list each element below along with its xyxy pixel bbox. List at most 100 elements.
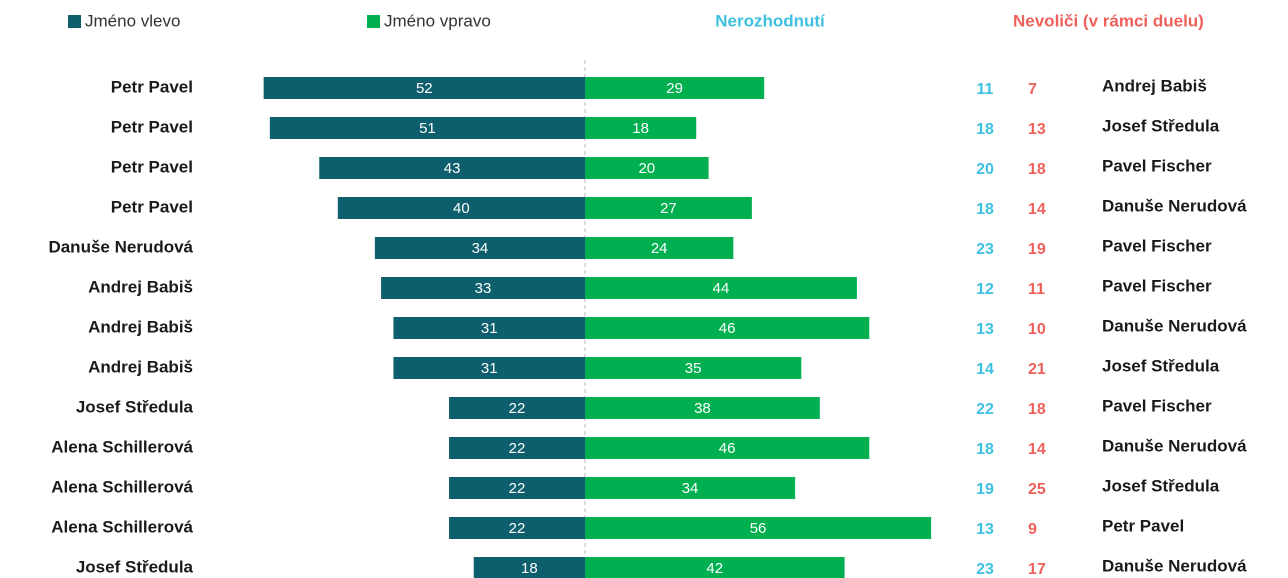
left-name: Alena Schillerová — [51, 517, 193, 536]
left-name: Andrej Babiš — [88, 357, 193, 376]
left-name: Danuše Nerudová — [48, 237, 193, 256]
nonvoter-value: 10 — [1028, 321, 1046, 338]
right-name: Petr Pavel — [1102, 516, 1184, 535]
nonvoter-value: 11 — [1028, 281, 1045, 298]
bar-label: 31 — [481, 320, 498, 337]
bar-label: 20 — [638, 160, 655, 177]
undecided-value: 23 — [976, 241, 994, 258]
right-name: Josef Středula — [1102, 356, 1220, 375]
bar-label: 46 — [719, 320, 736, 337]
bar-label: 40 — [453, 200, 470, 217]
bar-left — [319, 157, 585, 179]
right-name: Danuše Nerudová — [1102, 196, 1247, 215]
right-name: Andrej Babiš — [1102, 76, 1207, 95]
bar-label: 29 — [666, 80, 683, 97]
right-name: Danuše Nerudová — [1102, 316, 1247, 335]
undecided-value: 11 — [977, 81, 994, 98]
nonvoter-value: 13 — [1028, 121, 1046, 138]
bar-label: 34 — [472, 240, 489, 257]
bar-label: 27 — [660, 200, 677, 217]
undecided-value: 18 — [976, 441, 994, 458]
bar-right — [585, 437, 870, 459]
bar-label: 42 — [706, 560, 723, 577]
left-name: Petr Pavel — [111, 157, 193, 176]
bar-label: 46 — [719, 440, 736, 457]
bar-left — [449, 437, 585, 459]
nonvoter-value: 14 — [1028, 201, 1046, 218]
bar-left — [263, 77, 585, 99]
bar-left — [449, 397, 585, 419]
right-name: Danuše Nerudová — [1102, 436, 1247, 455]
column-header: Nevoliči (v rámci duelu) — [1013, 11, 1204, 30]
left-name: Alena Schillerová — [51, 477, 193, 496]
undecided-value: 13 — [976, 321, 994, 338]
bar-right — [585, 197, 752, 219]
bar-left — [449, 477, 585, 499]
nonvoter-value: 25 — [1028, 481, 1046, 498]
left-name: Andrej Babiš — [88, 277, 193, 296]
nonvoter-value: 21 — [1028, 361, 1046, 378]
right-name: Pavel Fischer — [1102, 276, 1212, 295]
left-name: Josef Středula — [76, 397, 194, 416]
right-name: Pavel Fischer — [1102, 156, 1212, 175]
bar-label: 24 — [651, 240, 668, 257]
undecided-value: 18 — [976, 121, 994, 138]
right-name: Pavel Fischer — [1102, 236, 1212, 255]
bar-label: 31 — [481, 360, 498, 377]
nonvoter-value: 17 — [1028, 561, 1046, 578]
undecided-value: 23 — [976, 561, 994, 578]
bar-label: 38 — [694, 400, 711, 417]
bar-left — [381, 277, 585, 299]
bar-right — [585, 157, 709, 179]
legend-label: Jméno vpravo — [384, 11, 491, 30]
nonvoter-value: 9 — [1028, 521, 1037, 538]
bar-right — [585, 357, 802, 379]
legend-swatch — [68, 15, 81, 28]
bar-label: 18 — [521, 560, 538, 577]
bar-label: 51 — [419, 120, 436, 137]
nonvoter-value: 19 — [1028, 241, 1046, 258]
undecided-value: 22 — [976, 401, 994, 418]
bar-right — [585, 517, 932, 539]
bar-right — [585, 77, 765, 99]
bar-label: 18 — [632, 120, 649, 137]
left-name: Petr Pavel — [111, 197, 193, 216]
bar-label: 35 — [685, 360, 702, 377]
bar-left — [473, 557, 585, 578]
bar-left — [269, 117, 585, 139]
nonvoter-value: 18 — [1028, 401, 1046, 418]
bar-right — [585, 317, 870, 339]
left-name: Petr Pavel — [111, 117, 193, 136]
nonvoter-value: 7 — [1028, 81, 1037, 98]
left-name: Alena Schillerová — [51, 437, 193, 456]
bar-right — [585, 557, 845, 578]
nonvoter-value: 18 — [1028, 161, 1046, 178]
bar-left — [393, 317, 585, 339]
bar-label: 56 — [750, 520, 767, 537]
bar-label: 43 — [444, 160, 461, 177]
bar-right — [585, 277, 857, 299]
legend-swatch — [367, 15, 380, 28]
bar-right — [585, 477, 796, 499]
bar-label: 22 — [509, 400, 526, 417]
right-name: Josef Středula — [1102, 116, 1220, 135]
right-name: Josef Středula — [1102, 476, 1220, 495]
left-name: Andrej Babiš — [88, 317, 193, 336]
column-header: Nerozhodnutí — [715, 11, 826, 30]
legend-label: Jméno vlevo — [85, 11, 180, 30]
bar-label: 22 — [509, 520, 526, 537]
bar-left — [374, 237, 585, 259]
undecided-value: 12 — [976, 281, 994, 298]
right-name: Danuše Nerudová — [1102, 556, 1247, 575]
undecided-value: 18 — [976, 201, 994, 218]
undecided-value: 20 — [976, 161, 994, 178]
left-name: Petr Pavel — [111, 77, 193, 96]
left-name: Josef Středula — [76, 557, 194, 576]
bar-right — [585, 397, 820, 419]
undecided-value: 19 — [976, 481, 994, 498]
bar-label: 22 — [509, 480, 526, 497]
bar-left — [393, 357, 585, 379]
undecided-value: 14 — [976, 361, 994, 378]
right-name: Pavel Fischer — [1102, 396, 1212, 415]
